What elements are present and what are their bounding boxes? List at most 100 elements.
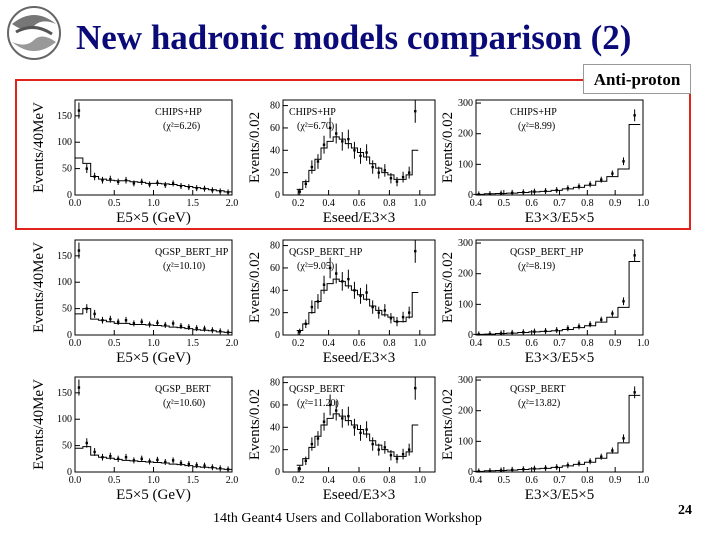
data-point xyxy=(499,330,503,335)
x-axis-label: E3×3/E5×5 xyxy=(525,487,594,503)
data-point xyxy=(171,457,175,464)
data-point xyxy=(171,320,175,327)
data-point xyxy=(140,455,143,462)
y-tick-label: 200 xyxy=(458,129,473,140)
data-point xyxy=(555,187,558,194)
data-point xyxy=(310,437,314,451)
data-point xyxy=(156,319,159,326)
chi2-label: (χ²=10.60) xyxy=(163,398,205,409)
x-tick-label: 0.2 xyxy=(292,338,305,349)
data-point xyxy=(510,329,514,335)
x-tick-label: 1.0 xyxy=(414,475,427,486)
simulation-histogram xyxy=(75,446,232,470)
data-point xyxy=(77,102,81,119)
data-point xyxy=(611,170,614,177)
y-tick-label: 0 xyxy=(67,467,72,478)
y-tick-label: 100 xyxy=(57,277,72,288)
simulation-histogram xyxy=(473,124,641,195)
data-point xyxy=(414,240,417,263)
simulation-histogram xyxy=(296,278,419,332)
data-point xyxy=(577,183,581,190)
y-tick-label: 150 xyxy=(57,251,72,262)
data-point xyxy=(611,447,614,454)
data-point xyxy=(477,468,480,473)
data-point xyxy=(389,450,393,461)
plot-5: 0 20 40 60 80 0.2 0.4 0.6 0.8 1.0 Eseed/E3×3 Events… xyxy=(247,239,436,366)
data-point xyxy=(633,386,636,399)
data-point xyxy=(555,464,558,471)
x-tick-label: 1.5 xyxy=(187,338,200,349)
data-point xyxy=(588,181,592,188)
x-axis-label: E3×3/E5×5 xyxy=(525,350,594,366)
x-tick-label: 0.2 xyxy=(292,475,305,486)
y-tick-label: 80 xyxy=(270,378,280,389)
data-point xyxy=(353,281,356,299)
x-tick-label: 0.4 xyxy=(322,338,335,349)
data-point xyxy=(316,154,320,169)
simulation-histogram xyxy=(75,157,232,193)
data-point xyxy=(414,377,417,400)
plot-1: 0 50 100 150 0.0 0.5 1.0 1.5 2.0 E5×5 (GeV) Events… xyxy=(31,99,238,226)
data-point xyxy=(377,443,380,456)
y-axis-label: Events/0.02 xyxy=(440,389,456,460)
y-tick-label: 80 xyxy=(270,101,280,112)
y-tick-label: 50 xyxy=(62,164,72,175)
data-point xyxy=(622,297,625,306)
data-point xyxy=(335,400,338,421)
x-tick-label: 1.0 xyxy=(637,338,650,349)
data-point xyxy=(164,458,167,465)
data-point xyxy=(219,465,222,472)
chi2-label: (χ²=6.70) xyxy=(297,121,334,132)
data-point xyxy=(109,175,112,183)
data-point xyxy=(622,157,625,166)
model-name: QGSP_BERT_HP xyxy=(510,247,584,258)
data-point xyxy=(211,327,214,334)
data-point xyxy=(371,160,374,174)
data-point xyxy=(566,325,570,332)
data-point xyxy=(341,132,344,151)
data-point xyxy=(195,325,198,332)
data-point xyxy=(195,462,198,469)
x-axis-label: Eseed/E3×3 xyxy=(323,487,396,503)
data-point xyxy=(566,462,570,469)
x-tick-label: 0.8 xyxy=(581,475,594,486)
data-point xyxy=(203,185,206,192)
model-name: CHIPS+HP xyxy=(510,107,557,118)
x-tick-label: 0.7 xyxy=(553,338,566,349)
data-point xyxy=(93,448,96,456)
data-point xyxy=(522,466,525,472)
y-tick-label: 80 xyxy=(270,241,280,252)
x-axis-label: Eseed/E3×3 xyxy=(323,210,396,226)
y-axis-label: Events/0.02 xyxy=(247,389,263,460)
data-point xyxy=(488,331,492,336)
y-tick-label: 0 xyxy=(67,330,72,341)
chi2-label: (χ²=10.10) xyxy=(163,261,205,272)
data-point xyxy=(633,109,636,122)
y-tick-label: 100 xyxy=(458,299,473,310)
data-point xyxy=(488,468,492,473)
data-point xyxy=(132,320,136,327)
data-point xyxy=(365,284,368,301)
y-tick-label: 0 xyxy=(468,190,473,201)
data-point xyxy=(577,460,581,467)
data-point xyxy=(179,183,183,190)
x-tick-label: 0.5 xyxy=(108,198,121,209)
slide-title: New hadronic models comparison (2) xyxy=(76,18,632,57)
model-name: QGSP_BERT xyxy=(510,384,566,395)
data-point xyxy=(304,319,307,329)
y-axis-label: Events/0.02 xyxy=(247,252,263,323)
y-axis-label: Events/40MeV xyxy=(31,242,47,333)
data-point xyxy=(171,180,175,187)
x-tick-label: 1.5 xyxy=(187,198,200,209)
data-point xyxy=(124,176,128,184)
data-point xyxy=(401,171,405,183)
x-tick-label: 0.0 xyxy=(69,475,82,486)
y-tick-label: 50 xyxy=(62,441,72,452)
x-tick-label: 1.0 xyxy=(147,475,160,486)
x-tick-label: 0.6 xyxy=(353,198,366,209)
data-point xyxy=(600,176,603,183)
data-point xyxy=(347,269,350,289)
simulation-histogram xyxy=(296,136,419,190)
data-point xyxy=(109,315,112,323)
data-point xyxy=(600,316,603,323)
